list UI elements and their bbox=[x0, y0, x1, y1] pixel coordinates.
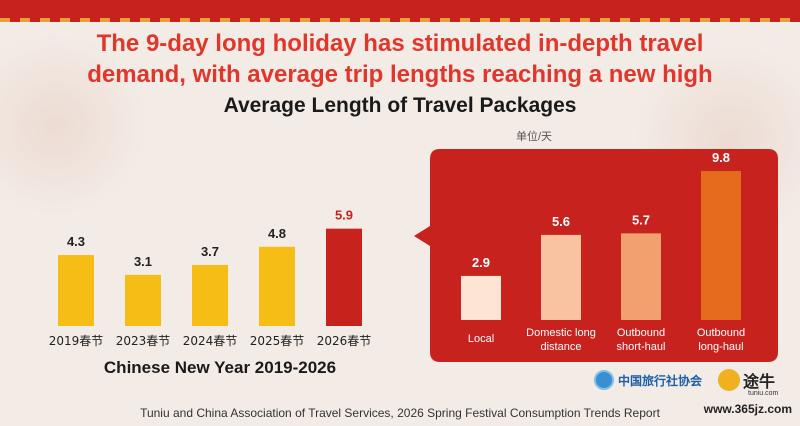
package-bar-3 bbox=[621, 233, 661, 320]
package-tick-label: Local bbox=[468, 333, 494, 345]
package-value-label: 5.6 bbox=[552, 214, 570, 229]
package-tick-label: Domestic long distance bbox=[526, 327, 596, 353]
headline: The 9-day long holiday has stimulated in… bbox=[87, 30, 713, 88]
top-banner bbox=[0, 0, 800, 18]
unit-label: 单位/天 bbox=[516, 131, 553, 143]
x-tick-label: 2026春节 bbox=[317, 334, 372, 348]
chart-title: Average Length of Travel Packages bbox=[223, 94, 577, 117]
package-value-label: 5.7 bbox=[632, 212, 650, 227]
bar-2019春节 bbox=[58, 255, 94, 326]
bar-2024春节 bbox=[192, 264, 228, 326]
package-bar-2 bbox=[541, 234, 581, 320]
bar-value-label: 4.8 bbox=[268, 226, 286, 241]
decorative-pattern-left bbox=[0, 30, 150, 220]
tuniu-url: tuniu.com bbox=[748, 390, 779, 397]
association-logo-icon bbox=[594, 370, 614, 390]
association-logo: 中国旅行社协会 bbox=[594, 370, 702, 390]
package-tick-label: Outbound long-haul bbox=[697, 327, 745, 353]
package-value-label: 9.8 bbox=[712, 150, 730, 165]
logos: 中国旅行社协会 途牛 tuniu.com bbox=[590, 366, 800, 400]
x-tick-label: 2019春节 bbox=[49, 334, 104, 348]
association-logo-text: 中国旅行社协会 bbox=[618, 373, 703, 388]
bar-value-label: 3.1 bbox=[134, 254, 152, 269]
source-note: Tuniu and China Association of Travel Se… bbox=[140, 406, 660, 420]
watermark: www.365jz.com bbox=[703, 402, 792, 416]
left-chart-title: Chinese New Year 2019-2026 bbox=[103, 358, 337, 377]
tuniu-logo-text: 途牛 bbox=[743, 374, 776, 391]
package-value-label: 2.9 bbox=[472, 255, 490, 270]
banner-trim bbox=[0, 18, 800, 22]
bar-value-label: 4.3 bbox=[67, 234, 85, 249]
package-tick-label: Outbound short-haul bbox=[617, 327, 666, 353]
x-tick-label: 2023春节 bbox=[116, 334, 171, 348]
package-bar-1 bbox=[461, 275, 501, 320]
bar-value-label: 3.7 bbox=[201, 244, 219, 259]
tuniu-logo-icon bbox=[718, 369, 740, 391]
bar-2026春节 bbox=[326, 228, 362, 326]
tuniu-logo: 途牛 bbox=[718, 368, 775, 392]
bar-2025春节 bbox=[259, 246, 295, 326]
x-tick-label: 2024春节 bbox=[183, 334, 238, 348]
x-tick-label: 2025春节 bbox=[250, 334, 305, 348]
bar-value-label: 5.9 bbox=[335, 208, 353, 223]
bar-2023春节 bbox=[125, 274, 161, 326]
callout-panel bbox=[414, 149, 778, 362]
package-bar-4 bbox=[701, 171, 741, 320]
